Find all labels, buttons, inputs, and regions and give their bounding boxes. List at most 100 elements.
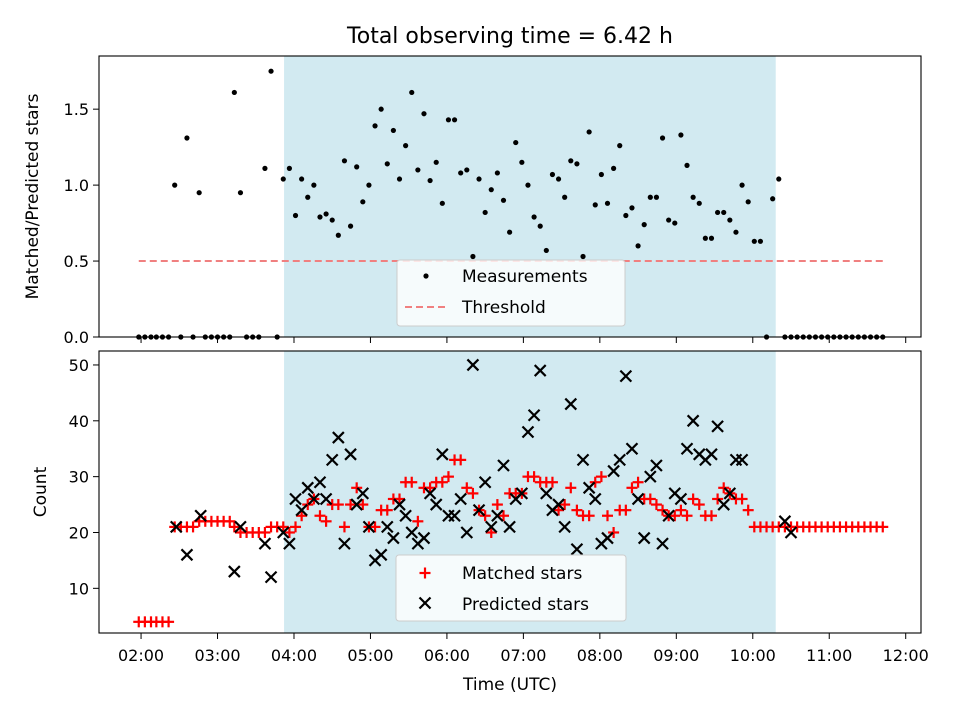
predicted-star-point <box>515 487 529 500</box>
predicted-star-point <box>429 498 443 511</box>
predicted-star-point <box>277 526 290 539</box>
matched-star-point <box>314 510 326 522</box>
predicted-star-point <box>344 448 357 461</box>
matched-star-point <box>657 504 669 516</box>
measurement-point <box>421 111 427 117</box>
measurement-point <box>666 217 672 223</box>
predicted-star-point <box>484 520 498 534</box>
ratio-y-tick-label: 0.0 <box>64 328 89 347</box>
matched-star-point <box>461 482 473 494</box>
measurement-point <box>366 182 372 188</box>
measurement-point <box>611 165 617 171</box>
matched-star-point <box>467 487 479 499</box>
predicted-legend-label: Predicted stars <box>462 595 589 615</box>
measurement-point <box>231 89 237 96</box>
predicted-star-point <box>234 520 247 534</box>
predicted-star-point <box>301 481 315 495</box>
matched-star-point <box>559 499 571 511</box>
predicted-star-point <box>711 420 724 433</box>
predicted-star-point <box>387 531 400 545</box>
count-x-tick-label: 03:00 <box>194 646 240 665</box>
count-x-tick-label: 05:00 <box>347 646 393 665</box>
measurement-point <box>641 222 647 228</box>
predicted-star-point <box>674 492 688 506</box>
ratio-y-tick-label: 1.0 <box>64 176 89 195</box>
matched-star-point <box>302 499 314 511</box>
count-x-tick-label: 12:00 <box>883 646 929 665</box>
count-x-ticks: 02:00 03:00 04:00 05:00 06:00 07:00 08:00 09:00… <box>118 633 929 665</box>
predicted-star-point <box>656 537 669 550</box>
matched-star-point <box>632 476 644 488</box>
measurement-point <box>409 89 415 96</box>
measurement-point <box>776 176 782 182</box>
matched-star-point <box>228 521 240 533</box>
predicted-star-point <box>289 492 302 506</box>
matched-star-point <box>163 616 175 628</box>
predicted-star-point <box>723 487 737 500</box>
predicted-star-point <box>423 487 437 500</box>
matched-star-point <box>345 499 357 511</box>
predicted-star-point <box>169 520 183 534</box>
count-y-tick-label: 30 <box>69 468 89 487</box>
measurement-point <box>586 129 592 135</box>
measurement-point <box>598 171 604 178</box>
measurement-point <box>403 143 409 149</box>
predicted-star-point <box>637 531 651 545</box>
predicted-star-point <box>436 448 449 461</box>
measurement-point <box>623 212 629 219</box>
predicted-star-point <box>478 475 492 489</box>
measurement-point <box>305 194 311 200</box>
matched-star-point <box>455 454 467 466</box>
ratio-panel: 0.0 0.5 1.0 1.5 Matched/Predicted stars Mea… <box>23 55 922 347</box>
count-legend-box <box>395 554 627 622</box>
measurement-legend-marker <box>423 273 429 279</box>
measurement-point <box>439 200 445 206</box>
measurement-point <box>770 196 776 202</box>
predicted-star-point <box>460 526 474 539</box>
ratio-y-ticks: 0.0 0.5 1.0 1.5 <box>64 100 99 347</box>
matched-star-point <box>357 499 369 511</box>
measurement-point <box>733 229 739 235</box>
matched-star-point <box>442 471 454 483</box>
measurement-point <box>292 212 299 219</box>
measurement-point <box>672 220 678 226</box>
matched-star-point <box>626 482 638 494</box>
predicted-star-point <box>180 548 194 562</box>
measurement-point <box>268 68 274 74</box>
predicted-star-point <box>350 498 363 511</box>
ratio-y-tick-label: 0.5 <box>64 252 89 271</box>
predicted-star-point <box>735 453 749 467</box>
ratio-axes-frame <box>98 55 922 338</box>
count-axes-frame <box>98 350 922 634</box>
measurement-point <box>286 165 292 171</box>
measurement-point <box>500 197 507 203</box>
matched-star-point <box>675 504 687 516</box>
matched-star-point <box>608 526 620 538</box>
matched-star-point <box>565 482 577 494</box>
predicted-star-point <box>338 537 351 550</box>
threshold-legend-label: Threshold <box>461 298 546 318</box>
count-x-tick-label: 08:00 <box>577 646 623 665</box>
matched-star-point <box>394 493 406 505</box>
measurement-point <box>347 223 354 229</box>
predicted-star-point <box>264 570 278 584</box>
count-x-tick-label: 10:00 <box>730 646 776 665</box>
measurement-point <box>574 161 580 167</box>
matched-star-point <box>650 499 662 511</box>
measurement-point <box>708 235 715 241</box>
count-y-tick-label: 40 <box>69 412 89 431</box>
count-x-tick-label: 02:00 <box>118 646 164 665</box>
count-y-tick-label: 50 <box>69 356 89 375</box>
matched-star-point <box>718 482 730 494</box>
measurement-point <box>525 182 531 188</box>
matched-star-point <box>705 510 717 522</box>
count-x-tick-label: 07:00 <box>500 646 546 665</box>
predicted-star-point <box>448 509 461 523</box>
measurement-point <box>433 159 439 165</box>
predicted-star-point <box>527 408 541 422</box>
measurement-point <box>604 200 611 206</box>
measurement-point <box>537 223 543 229</box>
predicted-star-point <box>417 531 431 545</box>
count-x-tick-label: 06:00 <box>424 646 470 665</box>
count-y-axis-label: Count <box>31 466 51 517</box>
